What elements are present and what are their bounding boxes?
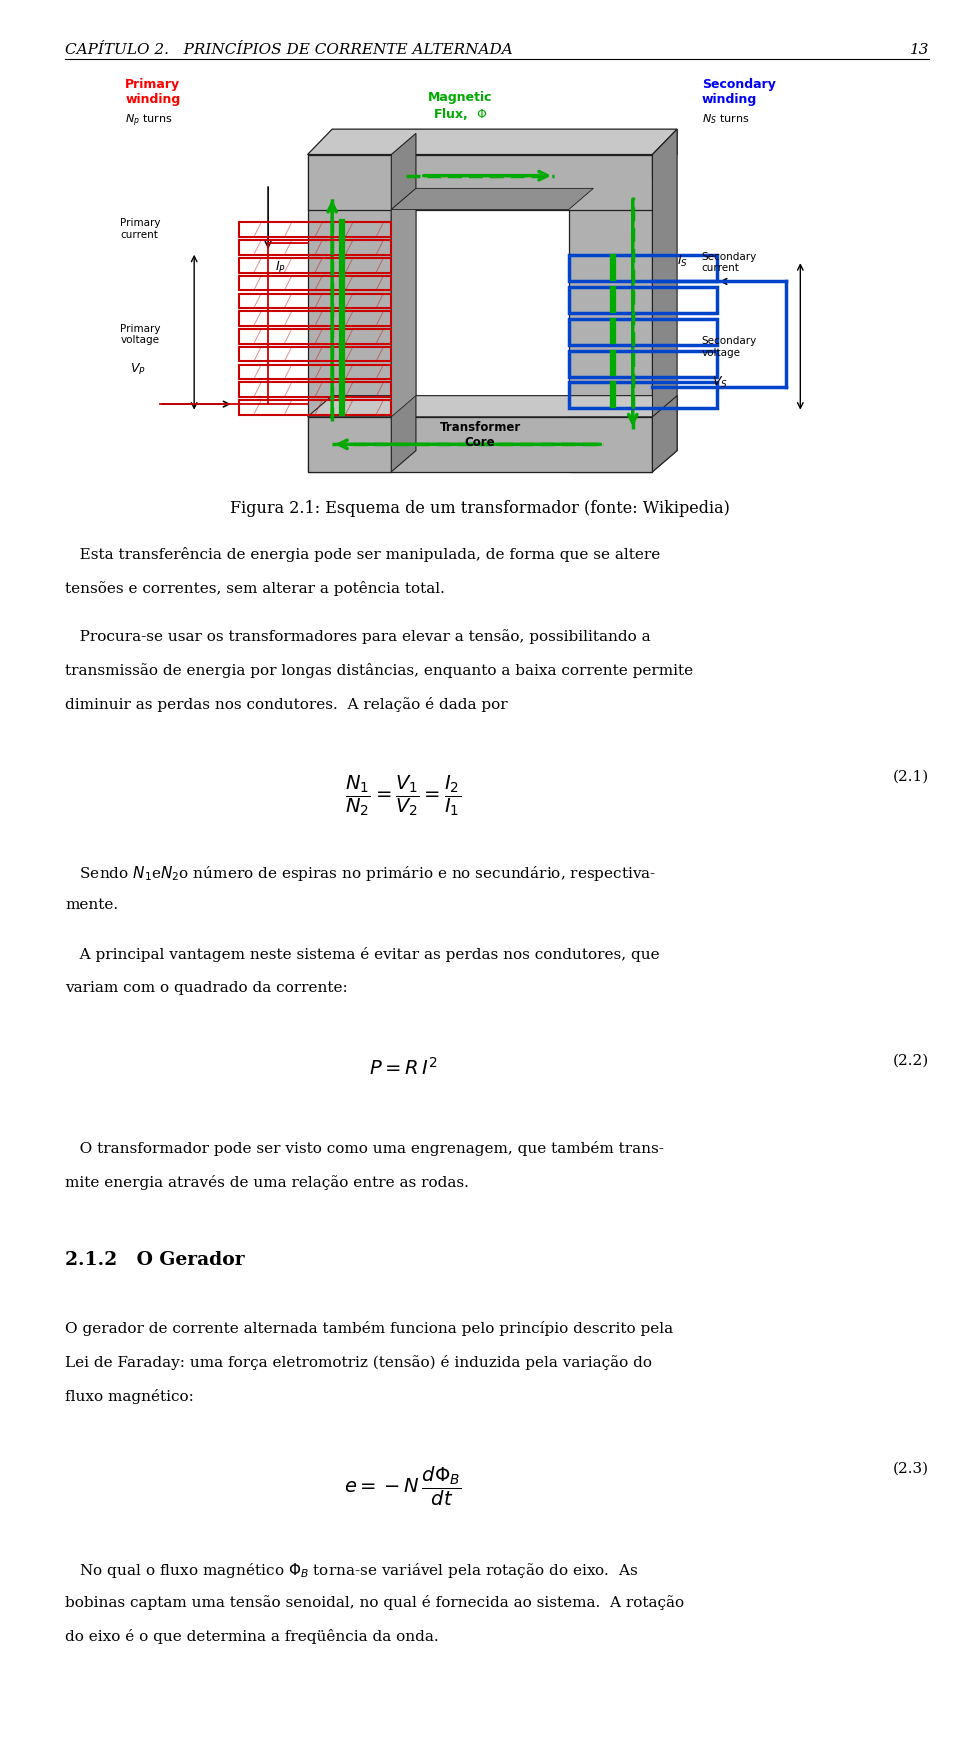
Text: $I_P$: $I_P$ [276, 260, 286, 276]
Text: $\dfrac{N_1}{N_2} = \dfrac{V_1}{V_2} = \dfrac{I_2}{I_1}$: $\dfrac{N_1}{N_2} = \dfrac{V_1}{V_2} = \… [346, 773, 461, 818]
Text: $V_P$: $V_P$ [131, 362, 146, 378]
Text: tensões e correntes, sem alterar a potência total.: tensões e correntes, sem alterar a potên… [65, 580, 445, 596]
Text: $P = R\,I^2$: $P = R\,I^2$ [369, 1056, 438, 1079]
Text: Transformer
Core: Transformer Core [440, 421, 520, 449]
Polygon shape [307, 154, 653, 210]
Text: Primary
voltage: Primary voltage [120, 323, 160, 346]
Polygon shape [653, 129, 677, 180]
Text: Lei de Faraday: uma força eletromotriz (tensão) é induzida pela variação do: Lei de Faraday: uma força eletromotriz (… [65, 1355, 652, 1370]
Text: (2.3): (2.3) [893, 1461, 929, 1475]
Text: 13: 13 [910, 42, 929, 58]
Text: Primary
winding: Primary winding [125, 79, 180, 107]
Polygon shape [653, 129, 677, 472]
Text: mente.: mente. [65, 898, 118, 912]
Text: Secondary
winding: Secondary winding [702, 79, 776, 107]
Text: Secondary
voltage: Secondary voltage [702, 336, 757, 358]
Polygon shape [307, 154, 392, 472]
Text: A principal vantagem neste sistema é evitar as perdas nos condutores, que: A principal vantagem neste sistema é evi… [65, 946, 660, 961]
Polygon shape [307, 129, 677, 154]
Text: bobinas captam uma tensão senoidal, no qual é fornecida ao sistema.  A rotação: bobinas captam uma tensão senoidal, no q… [65, 1594, 684, 1610]
Text: $N_p$ turns: $N_p$ turns [125, 112, 173, 129]
Polygon shape [307, 416, 653, 472]
Text: No qual o fluxo magnético $\Phi_B$ torna-se variável pela rotação do eixo.  As: No qual o fluxo magnético $\Phi_B$ torna… [65, 1561, 638, 1580]
Polygon shape [307, 395, 677, 416]
Text: transmissão de energia por longas distâncias, enquanto a baixa corrente permite: transmissão de energia por longas distân… [65, 662, 693, 678]
Text: O transformador pode ser visto como uma engrenagem, que também trans-: O transformador pode ser visto como uma … [65, 1140, 664, 1155]
Polygon shape [392, 189, 416, 416]
Text: variam com o quadrado da corrente:: variam com o quadrado da corrente: [65, 981, 348, 995]
Text: Magnetic
Flux,  $\Phi$: Magnetic Flux, $\Phi$ [428, 91, 492, 122]
Text: Primary
current: Primary current [120, 218, 160, 239]
Polygon shape [392, 189, 593, 210]
Text: (2.1): (2.1) [893, 769, 929, 785]
Polygon shape [568, 154, 653, 472]
Text: Secondary
current: Secondary current [702, 252, 757, 273]
Text: do eixo é o que determina a freqüência da onda.: do eixo é o que determina a freqüência d… [65, 1629, 439, 1645]
Polygon shape [392, 133, 416, 472]
Text: Esta transferência de energia pode ser manipulada, de forma que se altere: Esta transferência de energia pode ser m… [65, 547, 660, 563]
Polygon shape [653, 395, 677, 472]
Text: O gerador de corrente alternada também funciona pelo princípio descrito pela: O gerador de corrente alternada também f… [65, 1320, 673, 1335]
Text: mite energia através de uma relação entre as rodas.: mite energia através de uma relação entr… [65, 1175, 469, 1190]
Text: diminuir as perdas nos condutores.  A relação é dada por: diminuir as perdas nos condutores. A rel… [65, 697, 508, 713]
Text: Sendo $N_1$e$N_2$o número de espiras no primário e no secundário, respectiva-: Sendo $N_1$e$N_2$o número de espiras no … [65, 864, 657, 883]
Text: $V_S$: $V_S$ [711, 374, 728, 390]
Text: 2.1.2   O Gerador: 2.1.2 O Gerador [65, 1250, 245, 1269]
Text: Figura 2.1: Esquema de um transformador (fonte: Wikipedia): Figura 2.1: Esquema de um transformador … [230, 500, 730, 517]
Text: $I_S$: $I_S$ [677, 253, 688, 269]
Text: fluxo magnético:: fluxo magnético: [65, 1388, 194, 1404]
Text: $N_S$ turns: $N_S$ turns [702, 112, 749, 126]
Text: (2.2): (2.2) [893, 1052, 929, 1068]
Text: Procura-se usar os transformadores para elevar a tensão, possibilitando a: Procura-se usar os transformadores para … [65, 629, 651, 645]
Text: $e = -N\,\dfrac{d\Phi_B}{dt}$: $e = -N\,\dfrac{d\Phi_B}{dt}$ [345, 1465, 462, 1509]
Text: CAPÍTULO 2.   PRINCÍPIOS DE CORRENTE ALTERNADA: CAPÍTULO 2. PRINCÍPIOS DE CORRENTE ALTER… [65, 42, 513, 58]
